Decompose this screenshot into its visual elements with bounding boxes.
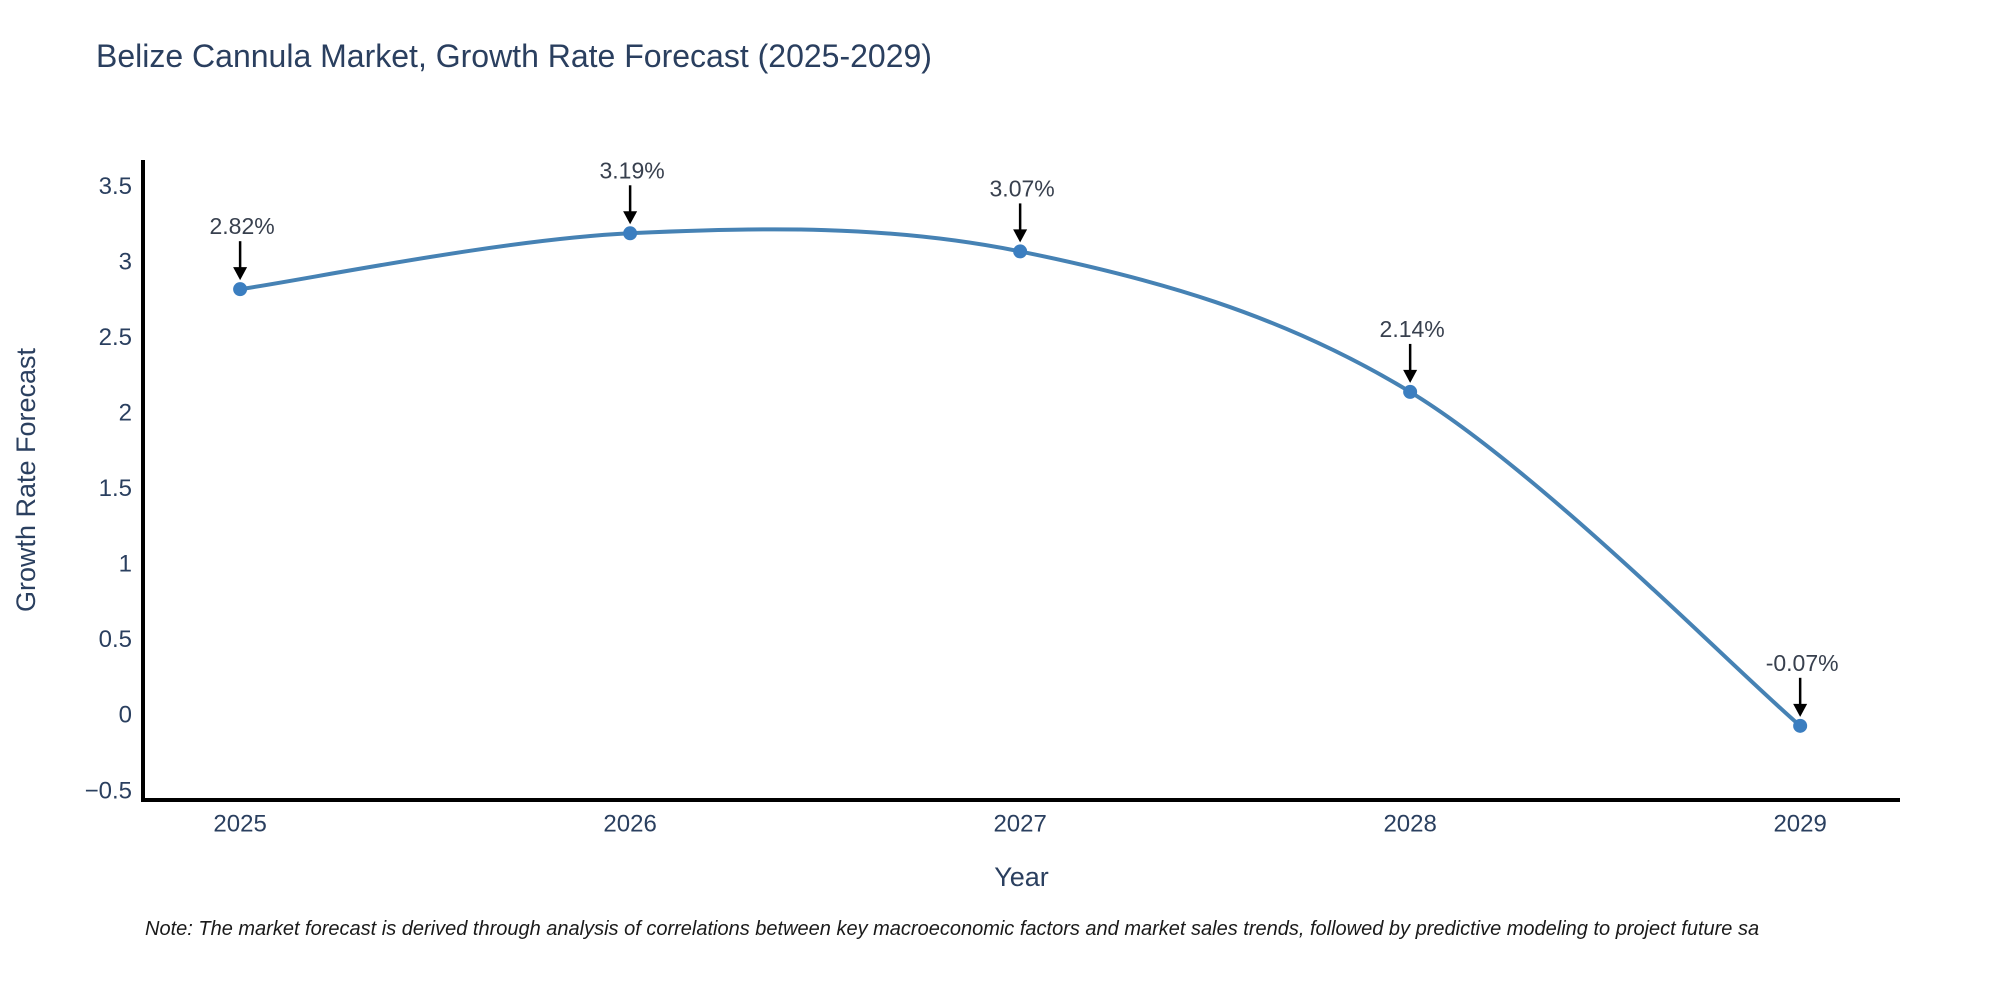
x-tick-label: 2028 — [1383, 811, 1436, 838]
y-tick-label: 0 — [119, 702, 132, 729]
chart-title: Belize Cannula Market, Growth Rate Forec… — [96, 38, 932, 74]
annotation-label-2028: 2.14% — [1380, 316, 1445, 342]
data-point-2028[interactable] — [1403, 384, 1418, 399]
y-tick-label: 1 — [119, 551, 132, 578]
x-tick-label: 2025 — [213, 811, 266, 838]
x-axis-title: Year — [994, 862, 1049, 892]
data-point-2029[interactable] — [1793, 718, 1808, 733]
data-point-2027[interactable] — [1013, 244, 1028, 259]
y-tick-label: 3.5 — [99, 173, 132, 200]
y-tick-label: 3 — [119, 248, 132, 275]
annotation-arrowhead-2027 — [1013, 229, 1028, 243]
growth-rate-line — [238, 227, 1803, 728]
annotation-arrowhead-2029 — [1793, 703, 1808, 717]
x-tick-label: 2027 — [993, 811, 1046, 838]
y-axis-title: Growth Rate Forecast — [11, 347, 41, 612]
x-tick-label: 2029 — [1773, 811, 1826, 838]
x-tick-label: 2026 — [603, 811, 656, 838]
data-point-2025[interactable] — [233, 282, 248, 297]
annotation-label-2029: -0.07% — [1766, 650, 1839, 676]
y-tick-label: 2.5 — [99, 324, 132, 351]
data-point-2026[interactable] — [623, 226, 638, 241]
y-tick-label: 0.5 — [99, 626, 132, 653]
y-tick-label: 2 — [119, 400, 132, 427]
footnote: Note: The market forecast is derived thr… — [145, 918, 1760, 940]
annotation-arrowhead-2025 — [233, 267, 248, 281]
y-tick-label: 1.5 — [99, 475, 132, 502]
annotation-arrowhead-2028 — [1403, 369, 1418, 383]
annotation-label-2026: 3.19% — [600, 157, 665, 183]
y-tick-label: −0.5 — [85, 777, 132, 804]
annotation-label-2025: 2.82% — [210, 213, 275, 239]
annotation-label-2027: 3.07% — [990, 175, 1055, 201]
annotation-arrowhead-2026 — [623, 211, 638, 225]
